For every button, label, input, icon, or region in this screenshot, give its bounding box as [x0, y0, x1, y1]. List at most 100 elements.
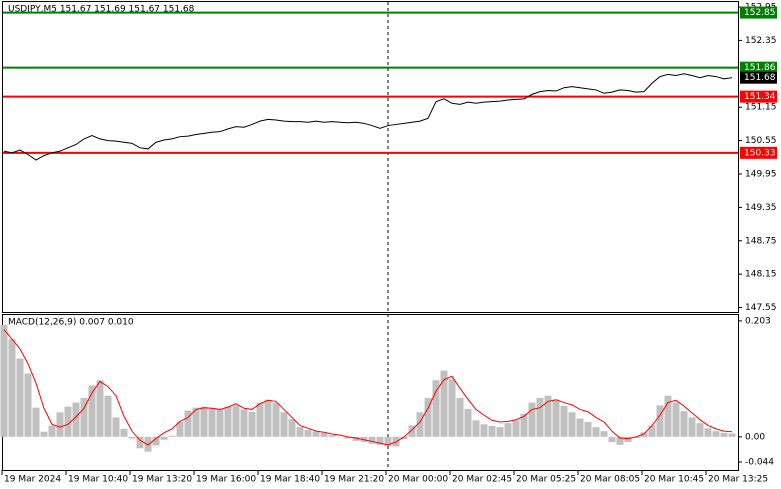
histogram-bar — [656, 405, 664, 437]
histogram-bar — [536, 398, 544, 437]
y-tick-label: 151.15 — [745, 103, 777, 113]
histogram-bar — [48, 425, 56, 437]
histogram-bar — [88, 385, 96, 437]
histogram-bar — [0, 324, 8, 437]
price-line — [3, 73, 733, 161]
histogram-bar — [216, 409, 224, 437]
histogram-bar — [480, 424, 488, 437]
histogram-bar — [664, 395, 672, 437]
histogram-bar — [168, 435, 176, 437]
x-tick-label: 19 Mar 21:20 — [324, 475, 384, 485]
histogram-bar — [224, 406, 232, 437]
x-tick-label: 20 Mar 00:00 — [388, 475, 448, 485]
y-tick-label: 152.35 — [745, 36, 777, 46]
histogram-bar — [200, 406, 208, 437]
histogram-bar — [496, 427, 504, 437]
histogram-bar — [120, 428, 128, 437]
histogram-bar — [584, 422, 592, 437]
x-tick-label: 19 Mar 16:00 — [196, 475, 256, 485]
histogram-bar — [80, 398, 88, 437]
histogram-bar — [680, 411, 688, 437]
y-tick-label: 150.55 — [745, 136, 777, 146]
histogram-bar — [488, 426, 496, 437]
x-tick-label: 19 Mar 10:40 — [68, 475, 128, 485]
histogram-bar — [296, 427, 304, 437]
histogram-bar — [432, 380, 440, 437]
level-bg — [740, 146, 777, 159]
y-tick-label: 0.00 — [745, 432, 765, 442]
histogram-bar — [472, 420, 480, 437]
histogram-bar — [520, 414, 528, 437]
histogram-bar — [560, 406, 568, 437]
histogram-bar — [400, 436, 408, 440]
histogram-bar — [728, 433, 736, 437]
x-tick-label: 19 Mar 13:20 — [132, 475, 192, 485]
histogram-bar — [456, 398, 464, 437]
histogram-bar — [96, 380, 104, 437]
level-label: 152.85 — [744, 8, 776, 18]
histogram-bar — [248, 411, 256, 437]
histogram-bar — [568, 412, 576, 437]
histogram-bar — [24, 373, 32, 437]
histogram-bar — [72, 402, 80, 437]
y-tick-label: -0.044 — [745, 458, 774, 468]
histogram-bar — [416, 412, 424, 437]
histogram-bar — [304, 430, 312, 437]
histogram-bar — [624, 436, 632, 442]
y-tick-label: 147.55 — [745, 303, 777, 313]
histogram-bar — [256, 402, 264, 437]
histogram-bar — [184, 410, 192, 437]
level-label: 150.33 — [744, 148, 776, 158]
histogram-bar — [640, 432, 648, 437]
y-tick-label: 148.15 — [745, 270, 777, 280]
histogram-bar — [312, 431, 320, 437]
last-price-bg — [740, 71, 777, 84]
histogram-bar — [136, 436, 144, 449]
x-tick-label: 20 Mar 08:05 — [580, 475, 640, 485]
histogram-bar — [600, 431, 608, 437]
histogram-bar — [240, 409, 248, 437]
histogram-bar — [440, 370, 448, 437]
histogram-bar — [152, 436, 160, 446]
histogram-bar — [712, 431, 720, 437]
x-tick-label: 19 Mar 2024 — [4, 475, 61, 485]
histogram-bar — [552, 399, 560, 437]
histogram-bar — [352, 436, 360, 441]
histogram-bar — [272, 402, 280, 437]
histogram-bar — [576, 418, 584, 437]
histogram-bar — [40, 431, 48, 437]
histogram-bar — [704, 428, 712, 437]
y-tick-label: 148.75 — [745, 236, 777, 246]
histogram-bar — [616, 436, 624, 445]
histogram-bar — [64, 406, 72, 437]
histogram-bar — [384, 436, 392, 446]
x-tick-label: 20 Mar 13:25 — [708, 475, 768, 485]
histogram-bar — [32, 407, 40, 437]
histogram-bar — [648, 425, 656, 437]
level-bg — [740, 61, 777, 74]
histogram-bar — [232, 405, 240, 437]
histogram-bar — [128, 436, 136, 439]
histogram-bar — [16, 358, 24, 437]
histogram-bar — [512, 420, 520, 437]
histogram-bar — [192, 407, 200, 437]
histogram-bar — [688, 417, 696, 437]
histogram-bar — [376, 436, 384, 445]
histogram-bar — [424, 398, 432, 437]
last-price-label: 151.68 — [744, 73, 776, 83]
histogram-bar — [720, 432, 728, 437]
histogram-bar — [448, 379, 456, 437]
histogram-bar — [320, 432, 328, 437]
x-tick-label: 19 Mar 18:40 — [260, 475, 320, 485]
histogram-bar — [608, 436, 616, 442]
x-tick-label: 20 Mar 05:25 — [516, 475, 576, 485]
histogram-bar — [8, 339, 16, 437]
histogram-bar — [504, 423, 512, 437]
histogram-bar — [544, 395, 552, 437]
histogram-bar — [696, 423, 704, 437]
histogram-bar — [328, 435, 336, 437]
histogram-bar — [280, 412, 288, 437]
level-bg — [740, 90, 777, 103]
price-panel — [2, 1, 739, 313]
